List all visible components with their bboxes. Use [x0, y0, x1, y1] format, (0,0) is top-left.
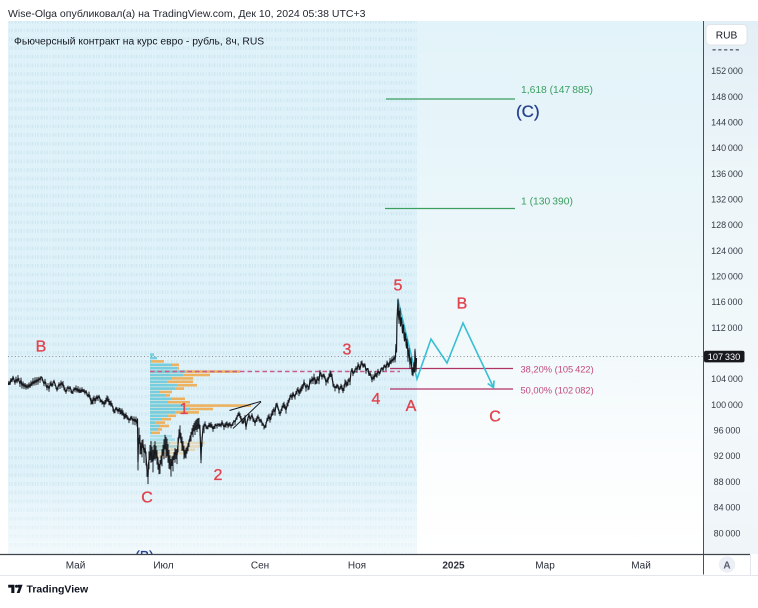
svg-text:Мар: Мар: [535, 561, 555, 572]
svg-text:136 000: 136 000: [711, 169, 743, 179]
svg-text:Май: Май: [66, 561, 86, 572]
svg-text:2: 2: [214, 467, 223, 484]
svg-text:(C): (C): [516, 102, 540, 121]
svg-text:38,20% (105 422): 38,20% (105 422): [521, 364, 594, 374]
svg-text:Июл: Июл: [153, 561, 173, 572]
svg-text:Сен: Сен: [251, 561, 269, 572]
svg-text:1: 1: [180, 401, 189, 418]
svg-text:Май: Май: [631, 561, 651, 572]
svg-text:4: 4: [372, 391, 381, 408]
svg-text:Фьючерсный контракт на курс ев: Фьючерсный контракт на курс евро - рубль…: [14, 36, 264, 48]
svg-text:3: 3: [343, 342, 352, 359]
svg-text:Ноя: Ноя: [348, 561, 366, 572]
svg-text:100 000: 100 000: [711, 400, 743, 410]
svg-text:1,618 (147 885): 1,618 (147 885): [521, 85, 593, 96]
svg-text:A: A: [406, 398, 417, 415]
svg-text:112 000: 112 000: [711, 323, 742, 333]
svg-text:148 000: 148 000: [711, 92, 743, 102]
svg-text:144 000: 144 000: [711, 118, 743, 128]
svg-text:104 000: 104 000: [711, 374, 743, 384]
svg-text:84 000: 84 000: [714, 503, 741, 513]
svg-text:88 000: 88 000: [714, 477, 741, 487]
svg-text:TradingView: TradingView: [27, 584, 89, 596]
svg-text:2025: 2025: [442, 561, 465, 572]
svg-text:B: B: [36, 339, 47, 356]
svg-text:152 000: 152 000: [711, 66, 743, 76]
svg-text:124 000: 124 000: [711, 246, 743, 256]
svg-text:116 000: 116 000: [711, 297, 742, 307]
svg-text:RUB: RUB: [716, 30, 738, 41]
svg-text:132 000: 132 000: [711, 195, 743, 205]
svg-text:80 000: 80 000: [714, 528, 741, 538]
svg-text:120 000: 120 000: [711, 272, 743, 282]
svg-text:140 000: 140 000: [711, 143, 743, 153]
svg-text:1 (130 390): 1 (130 390): [521, 197, 573, 208]
svg-text:92 000: 92 000: [714, 451, 741, 461]
svg-text:B: B: [457, 296, 468, 313]
svg-text:Wise-Olga опубликовал(а) на Tr: Wise-Olga опубликовал(а) на TradingView.…: [8, 8, 366, 20]
svg-text:C: C: [489, 409, 501, 426]
svg-text:128 000: 128 000: [711, 220, 743, 230]
svg-text:5: 5: [394, 278, 403, 295]
svg-text:107 330: 107 330: [708, 352, 741, 362]
svg-text:A: A: [723, 560, 730, 571]
svg-text:C: C: [141, 490, 153, 507]
svg-text:50,00% (102 082): 50,00% (102 082): [521, 385, 594, 395]
svg-text:96 000: 96 000: [714, 426, 741, 436]
